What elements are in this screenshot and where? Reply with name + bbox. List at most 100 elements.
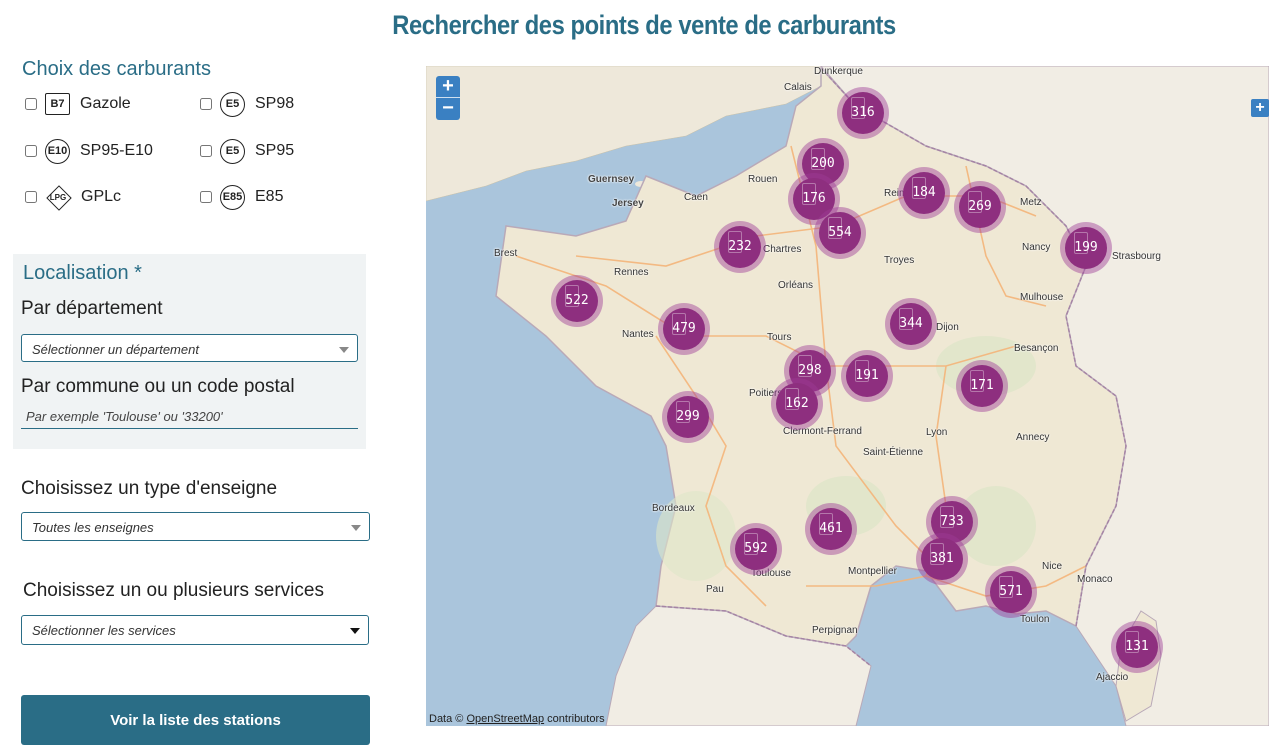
page-title: Rechercher des points de vente de carbur… [392,10,896,40]
fuel-option-sp95-e10[interactable]: E10 SP95-E10 [25,138,153,164]
commune-label: Par commune ou un code postal [21,376,295,397]
fuel-label: Gazole [80,95,131,112]
fuel-label: E85 [255,188,284,205]
city-label: Lyon [926,427,948,438]
chevron-down-icon [339,347,349,353]
station-cluster[interactable]: 232 [714,221,766,273]
map-attribution: Data © OpenStreetMap contributors [429,713,605,725]
station-cluster[interactable]: 592 [730,523,782,575]
services-select-value: Sélectionner les services [32,623,176,638]
station-cluster[interactable]: 479 [658,303,710,355]
fuel-badge-e85-icon: E85 [220,184,245,210]
city-label: Pau [706,584,724,595]
city-label: Clermont-Ferrand [783,426,862,437]
city-label: Troyes [884,255,915,266]
zoom-out-button[interactable]: − [442,97,454,119]
fuel-checkbox-e85[interactable] [200,191,212,203]
station-cluster[interactable]: 162 [771,378,823,430]
departement-select[interactable]: Sélectionner un département [21,334,358,362]
departement-label: Par département [21,298,163,319]
station-cluster[interactable]: 381 [916,533,968,585]
fuel-badge-lpg-icon: LPG [45,184,71,210]
fuel-option-sp98[interactable]: E5 SP98 [200,91,295,117]
city-label: Bordeaux [652,503,695,514]
fuel-option-e85[interactable]: E85 E85 [200,184,284,210]
city-label: Perpignan [812,625,858,636]
station-cluster[interactable]: 191 [841,350,893,402]
city-label: Brest [494,248,518,259]
commune-input[interactable] [21,405,358,429]
fuel-option-gazole[interactable]: B7 Gazole [25,92,131,116]
city-label: Toulon [1020,614,1050,625]
city-label: Rennes [614,267,649,278]
fuel-badge-e5-icon: E5 [220,91,245,117]
fuel-section-title: Choix des carburants [22,58,211,80]
fuel-checkbox-sp95[interactable] [200,145,212,157]
city-label: Ajaccio [1096,672,1129,683]
services-label: Choisissez un ou plusieurs services [23,580,324,601]
station-cluster[interactable]: 176 [788,173,840,225]
enseigne-select-value: Toutes les enseignes [32,520,154,535]
city-label: Calais [784,82,812,93]
chevron-down-icon [350,628,360,634]
station-map[interactable]: Dunkerque Calais Guernsey Jersey Caen Ro… [426,66,1269,726]
city-label: Nancy [1022,242,1051,253]
city-label: Toulouse [751,568,792,579]
localisation-title: Localisation * [23,262,142,284]
layer-toggle-button[interactable]: + [1251,99,1269,117]
openstreetmap-link[interactable]: OpenStreetMap [466,713,545,725]
attribution-prefix: Data © [429,713,467,725]
city-label: Tours [767,332,792,343]
city-label: Mulhouse [1020,292,1064,303]
fuel-badge-e5-icon: E5 [220,138,245,164]
fuel-checkbox-gplc[interactable] [25,191,37,203]
zoom-in-button[interactable]: + [436,76,460,98]
attribution-suffix: contributors [544,713,605,725]
zoom-control: + − [436,76,460,120]
city-label: Chartres [763,244,802,255]
station-cluster[interactable]: 171 [956,360,1008,412]
city-label: Orléans [778,280,814,291]
station-cluster[interactable]: 344 [885,298,937,350]
station-cluster[interactable]: 316 [837,87,889,139]
fuel-badge-e10-icon: E10 [45,138,70,164]
fuel-option-gplc[interactable]: LPG GPLc [25,185,121,209]
city-label: Annecy [1016,432,1050,443]
city-label: Dijon [936,322,959,333]
city-label: Besançon [1014,343,1059,354]
fuel-badge-b7-icon: B7 [45,93,70,115]
city-label: Rouen [748,174,778,185]
city-label: Metz [1020,197,1042,208]
station-cluster[interactable]: 733 [926,496,978,548]
station-cluster[interactable]: 299 [662,391,714,443]
fuel-checkbox-sp98[interactable] [200,98,212,110]
fuel-label: GPLc [81,188,122,205]
fuel-label: SP95 [255,142,295,159]
station-cluster[interactable]: 522 [551,275,603,327]
fuel-checkbox-sp95-e10[interactable] [25,145,37,157]
city-label: Saint-Étienne [863,447,924,458]
station-cluster[interactable]: 131 [1111,621,1163,673]
fuel-label: SP98 [255,95,295,112]
enseigne-label: Choisissez un type d'enseigne [21,478,278,499]
city-label: Dunkerque [814,66,863,77]
services-select[interactable]: Sélectionner les services [21,615,369,645]
city-label: Reims [884,188,913,199]
city-label: Strasbourg [1112,251,1161,262]
station-cluster[interactable]: 269 [954,181,1006,233]
enseigne-select[interactable]: Toutes les enseignes [21,512,370,541]
departement-select-value: Sélectionner un département [32,342,199,357]
station-cluster[interactable]: 199 [1060,222,1112,274]
city-label: Nice [1042,561,1063,572]
station-cluster[interactable]: 461 [805,503,857,555]
station-cluster[interactable]: 571 [985,566,1037,618]
fuel-checkbox-gazole[interactable] [25,98,37,110]
fuel-option-sp95[interactable]: E5 SP95 [200,138,295,164]
city-label: Jersey [612,198,644,209]
city-label: Nantes [622,329,654,340]
city-label: Guernsey [588,174,635,185]
show-stations-button[interactable]: Voir la liste des stations [21,695,370,745]
station-cluster[interactable]: 184 [898,167,950,219]
station-cluster[interactable]: 554 [814,207,866,259]
chevron-down-icon [351,525,361,531]
